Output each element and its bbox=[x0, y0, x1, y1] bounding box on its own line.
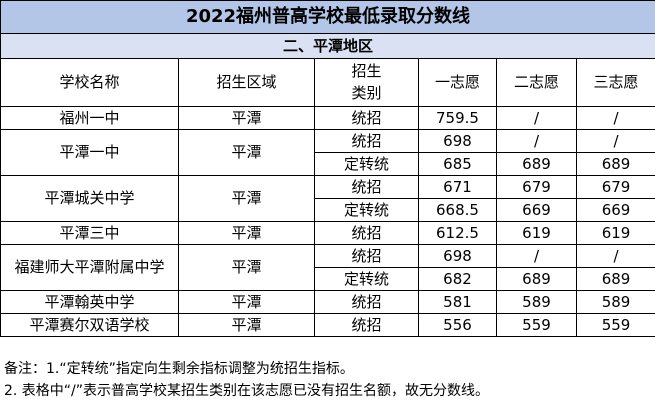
choice-1-cell: 698 bbox=[418, 244, 497, 268]
table-row: 平潭赛尔双语学校 平潭 统招 556 559 559 bbox=[0, 313, 655, 337]
category-cell: 定转统 bbox=[314, 267, 419, 291]
choice-2-cell: 589 bbox=[496, 290, 577, 314]
choice-3-cell: 689 bbox=[575, 267, 655, 291]
table-row: 平潭一中 平潭 统招 698// bbox=[0, 129, 655, 176]
category-cell: 统招 bbox=[314, 313, 419, 337]
choice-3-cell: 619 bbox=[575, 221, 655, 245]
notes: 备注：1.“定转统”指定向生剩余指标调整为统招生指标。 2. 表格中“/”表示普… bbox=[4, 358, 649, 402]
category-cell: 定转统 bbox=[314, 198, 419, 222]
school-name-cell: 平潭三中 bbox=[0, 221, 179, 245]
choice-3-cell: 559 bbox=[575, 313, 655, 337]
school-name-cell: 福州一中 bbox=[0, 106, 179, 130]
category-cell: 统招 bbox=[314, 290, 419, 314]
category-cell: 统招 bbox=[314, 175, 419, 199]
table-row: 定转统 685 689 689 bbox=[1, 152, 655, 176]
choice-1-cell: 698 bbox=[418, 129, 497, 153]
choice-3-cell: 689 bbox=[575, 152, 655, 176]
area-cell: 平潭 bbox=[178, 221, 315, 245]
table-title: 2022福州普高学校最低录取分数线 bbox=[0, 0, 655, 34]
school-name-cell: 福建师大平潭附属中学 bbox=[0, 244, 179, 291]
area-cell: 平潭 bbox=[178, 313, 315, 337]
choice-1-cell: 671 bbox=[418, 175, 497, 199]
note-line-1: 备注：1.“定转统”指定向生剩余指标调整为统招生指标。 bbox=[4, 361, 354, 377]
choice-1-cell: 685 bbox=[418, 152, 497, 176]
table-row: 福建师大平潭附属中学 平潭 统招 698// bbox=[0, 244, 655, 291]
choice-3-cell: / bbox=[575, 244, 655, 268]
header-school-name: 学校名称 bbox=[0, 58, 179, 107]
choice-2-cell: 689 bbox=[496, 152, 577, 176]
header-category-line1: 招生 bbox=[351, 61, 382, 80]
area-cell: 平潭 bbox=[178, 129, 315, 176]
choice-2-cell: / bbox=[496, 129, 577, 153]
choice-1-cell: 668.5 bbox=[418, 198, 497, 222]
category-cell: 定转统 bbox=[314, 152, 419, 176]
school-name-cell: 平潭城关中学 bbox=[0, 175, 179, 222]
choice-2-cell: / bbox=[496, 106, 577, 130]
choice-3-cell: 669 bbox=[575, 198, 655, 222]
area-cell: 平潭 bbox=[178, 244, 315, 291]
category-cell: 统招 bbox=[314, 244, 419, 268]
header-category: 招生 类别 bbox=[314, 58, 419, 107]
note-line-2: 2. 表格中“/”表示普高学校某招生类别在该志愿已没有招生名额，故无分数线。 bbox=[4, 383, 490, 399]
table-row: 福州一中 平潭 统招 759.5// bbox=[0, 106, 655, 130]
header-choice-3: 三志愿 bbox=[575, 58, 655, 107]
category-cell: 统招 bbox=[314, 221, 419, 245]
choice-3-cell: 589 bbox=[575, 290, 655, 314]
choice-1-cell: 759.5 bbox=[418, 106, 497, 130]
area-cell: 平潭 bbox=[178, 106, 315, 130]
table-row: 定转统 682 689 689 bbox=[1, 267, 655, 291]
area-cell: 平潭 bbox=[178, 290, 315, 314]
choice-1-cell: 556 bbox=[418, 313, 497, 337]
choice-2-cell: 679 bbox=[496, 175, 577, 199]
choice-1-cell: 682 bbox=[418, 267, 497, 291]
school-name-cell: 平潭翰英中学 bbox=[0, 290, 179, 314]
choice-1-cell: 581 bbox=[418, 290, 497, 314]
choice-2-cell: 669 bbox=[496, 198, 577, 222]
choice-3-cell: / bbox=[575, 106, 655, 130]
header-area: 招生区域 bbox=[178, 58, 315, 107]
area-cell: 平潭 bbox=[178, 175, 315, 222]
school-name-cell: 平潭赛尔双语学校 bbox=[0, 313, 179, 337]
table-row: 平潭三中 平潭 统招 612.5 619 619 bbox=[0, 221, 655, 245]
choice-2-cell: / bbox=[496, 244, 577, 268]
section-heading: 二、平潭地区 bbox=[0, 33, 655, 59]
choice-3-cell: 679 bbox=[575, 175, 655, 199]
score-table: 2022福州普高学校最低录取分数线 二、平潭地区 学校名称 招生区域 招生 类别… bbox=[0, 0, 655, 337]
category-cell: 统招 bbox=[314, 129, 419, 153]
table-row: 平潭翰英中学 平潭 统招 581 589 589 bbox=[0, 290, 655, 314]
choice-3-cell: / bbox=[575, 129, 655, 153]
table-row: 平潭城关中学 平潭 统招 671 679 679 bbox=[0, 175, 655, 222]
school-name-cell: 平潭一中 bbox=[0, 129, 179, 176]
choice-2-cell: 619 bbox=[496, 221, 577, 245]
table-row: 定转统 668.5 669 669 bbox=[1, 198, 655, 222]
choice-1-cell: 612.5 bbox=[418, 221, 497, 245]
category-cell: 统招 bbox=[314, 106, 419, 130]
header-choice-1: 一志愿 bbox=[418, 58, 497, 107]
header-category-line2: 类别 bbox=[351, 83, 382, 102]
choice-2-cell: 689 bbox=[496, 267, 577, 291]
choice-2-cell: 559 bbox=[496, 313, 577, 337]
header-choice-2: 二志愿 bbox=[496, 58, 577, 107]
